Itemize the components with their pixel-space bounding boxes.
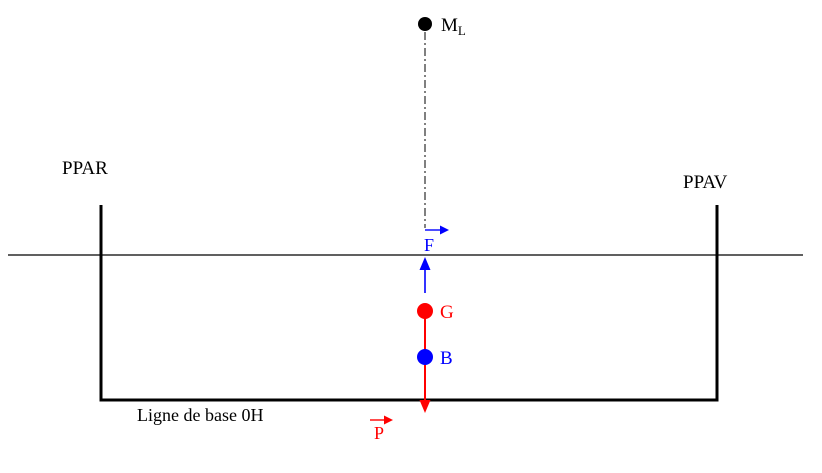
ppar-label: PPAR [62, 158, 108, 179]
gravity-center-point [417, 303, 433, 319]
weight-label: P [374, 423, 384, 443]
weight-force-arrowhead [419, 400, 431, 413]
gravity-center-label: G [440, 302, 454, 323]
baseline-label: Ligne de base 0H [137, 405, 263, 425]
metacentre-label-main: M [441, 15, 458, 36]
hull-outline [99, 205, 719, 402]
buoyancy-center-point [417, 349, 433, 365]
ppav-label: PPAV [683, 172, 728, 193]
buoyancy-center-label: B [440, 348, 453, 369]
buoyancy-force-arrowhead [419, 257, 431, 270]
metacentre-point [418, 17, 432, 31]
buoyancy-vector-bar-head [440, 225, 449, 235]
weight-vector-bar-head [384, 415, 393, 425]
buoyancy-force-label: F [424, 235, 434, 255]
metacentre-label-subscript: L [458, 23, 466, 38]
metacentre-label: ML [441, 15, 466, 38]
